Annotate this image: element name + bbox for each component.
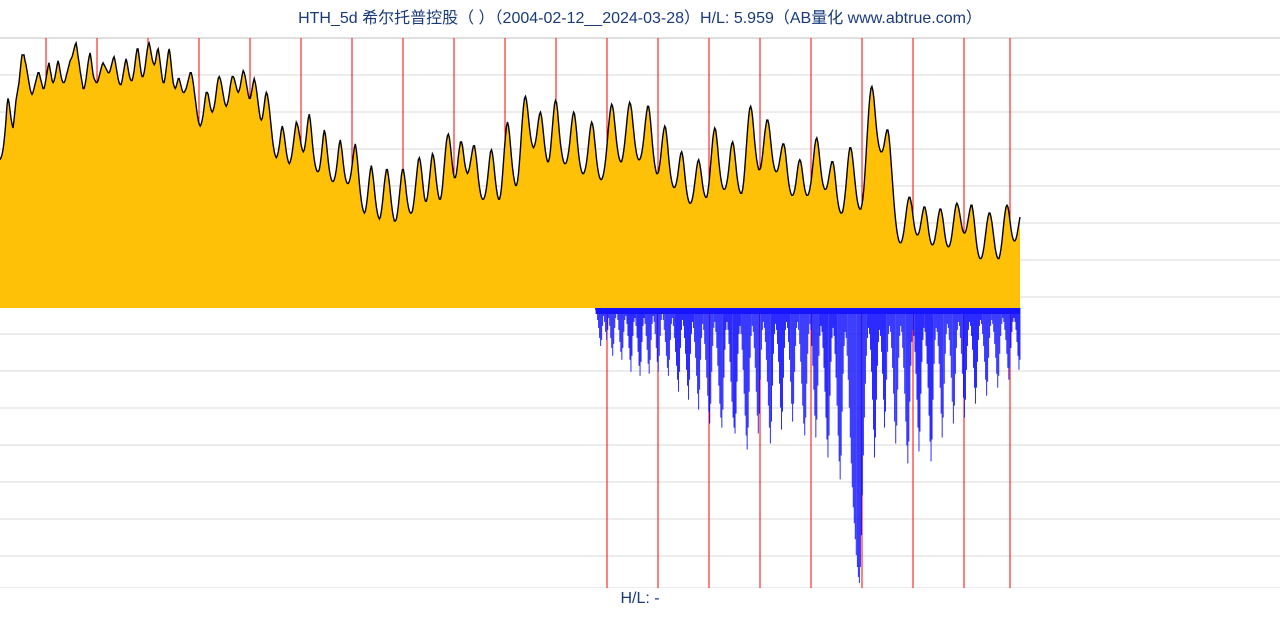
chart-title: HTH_5d 希尔托普控股（ ）（2004-02-12__2024-03-28）…: [0, 0, 1280, 28]
chart-footer: H/L: -: [0, 588, 1280, 608]
price-chart-svg: [0, 28, 1280, 588]
chart-area: [0, 28, 1280, 588]
